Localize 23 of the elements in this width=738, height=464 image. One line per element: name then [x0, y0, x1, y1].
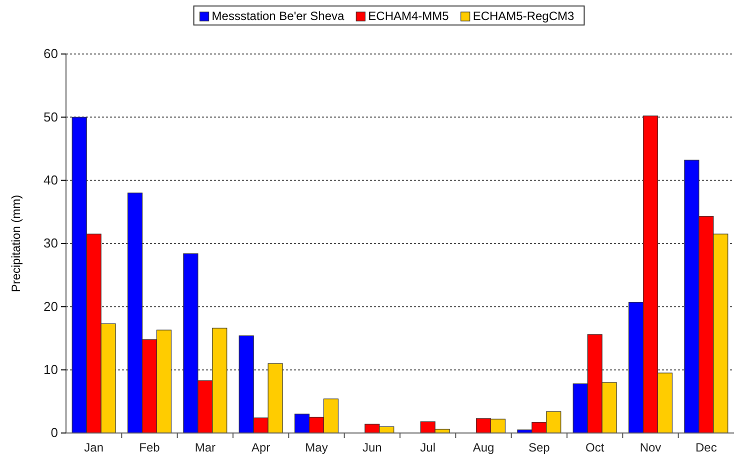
- legend-label: Messstation Be'er Sheva: [212, 9, 344, 23]
- y-tick-label: 20: [44, 298, 58, 314]
- x-tick-label: May: [305, 440, 328, 455]
- x-tick-label: Jun: [362, 440, 382, 455]
- y-tick-label: 10: [44, 362, 58, 377]
- y-tick-label: 60: [44, 46, 58, 62]
- y-tick-label: 0: [50, 425, 58, 440]
- y-axis-title: Precipitation (mm): [9, 194, 23, 292]
- y-tick-label: 30: [44, 236, 58, 251]
- x-tick-label: Jul: [420, 440, 436, 455]
- x-tick-label: Feb: [139, 440, 160, 455]
- y-tick-label: 50: [44, 109, 58, 124]
- x-tick-label: Aug: [472, 440, 494, 455]
- y-tick-label: 40: [44, 172, 58, 188]
- x-tick-label: Jan: [84, 440, 104, 455]
- legend-label: ECHAM4-MM5: [368, 9, 450, 23]
- x-tick-label: Mar: [194, 440, 216, 455]
- x-tick-label: Sep: [528, 440, 550, 455]
- legend-label: ECHAM5-RegCM3: [472, 9, 575, 23]
- x-tick-label: Oct: [585, 440, 605, 455]
- x-tick-label: Apr: [251, 440, 270, 455]
- x-tick-label: Nov: [640, 440, 662, 455]
- x-tick-label: Dec: [695, 440, 717, 455]
